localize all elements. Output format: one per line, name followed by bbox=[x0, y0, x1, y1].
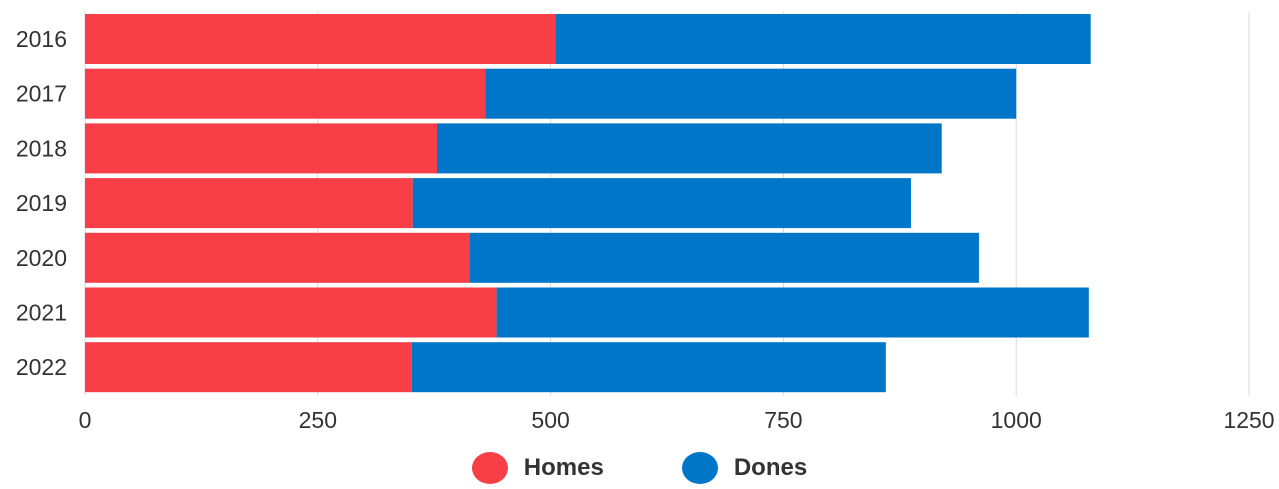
legend-swatch-homes bbox=[471, 452, 508, 484]
y-tick-label-2017: 2017 bbox=[16, 81, 67, 107]
y-tick-label-2022: 2022 bbox=[16, 354, 67, 380]
bar-homes-2017[interactable] bbox=[85, 68, 486, 119]
x-tick-label-0: 0 bbox=[79, 407, 92, 433]
y-tick-label-2019: 2019 bbox=[16, 190, 67, 216]
x-tick-label-250: 250 bbox=[299, 407, 337, 433]
bar-dones-2017[interactable] bbox=[485, 68, 1017, 119]
bar-homes-2020[interactable] bbox=[85, 232, 470, 283]
x-tick-label-1000: 1000 bbox=[991, 407, 1042, 433]
bar-dones-2016[interactable] bbox=[555, 14, 1091, 64]
bar-dones-2021[interactable] bbox=[496, 287, 1089, 338]
x-tick-label-1250: 1250 bbox=[1223, 407, 1274, 433]
bar-homes-2019[interactable] bbox=[85, 178, 413, 229]
bar-homes-2018[interactable] bbox=[85, 123, 437, 174]
x-axis-labels: 0 250 500 750 1000 1250 bbox=[79, 407, 1275, 433]
bar-dones-2018[interactable] bbox=[436, 123, 942, 174]
bar-dones-2022[interactable] bbox=[411, 342, 886, 393]
y-tick-label-2021: 2021 bbox=[16, 300, 67, 326]
y-axis-labels: 2016 2017 2018 2019 2020 2021 2022 bbox=[16, 26, 67, 380]
bar-dones-2020[interactable] bbox=[469, 232, 979, 283]
bar-homes-2021[interactable] bbox=[85, 287, 497, 338]
legend-swatch-dones bbox=[681, 452, 718, 484]
bars bbox=[85, 14, 1091, 393]
x-tick-label-750: 750 bbox=[764, 407, 802, 433]
x-tick-label-500: 500 bbox=[531, 407, 569, 433]
bar-homes-2016[interactable] bbox=[85, 14, 556, 64]
bar-dones-2019[interactable] bbox=[412, 178, 911, 229]
legend-item-dones[interactable]: Dones bbox=[681, 452, 808, 484]
legend-item-homes[interactable]: Homes bbox=[471, 452, 604, 484]
y-tick-label-2016: 2016 bbox=[16, 26, 67, 52]
y-tick-label-2018: 2018 bbox=[16, 135, 67, 161]
legend-label-dones: Dones bbox=[733, 454, 808, 481]
y-tick-label-2020: 2020 bbox=[16, 245, 67, 271]
bar-homes-2022[interactable] bbox=[85, 342, 412, 393]
legend-label-homes: Homes bbox=[523, 454, 604, 481]
legend: Homes Dones bbox=[0, 452, 1279, 484]
